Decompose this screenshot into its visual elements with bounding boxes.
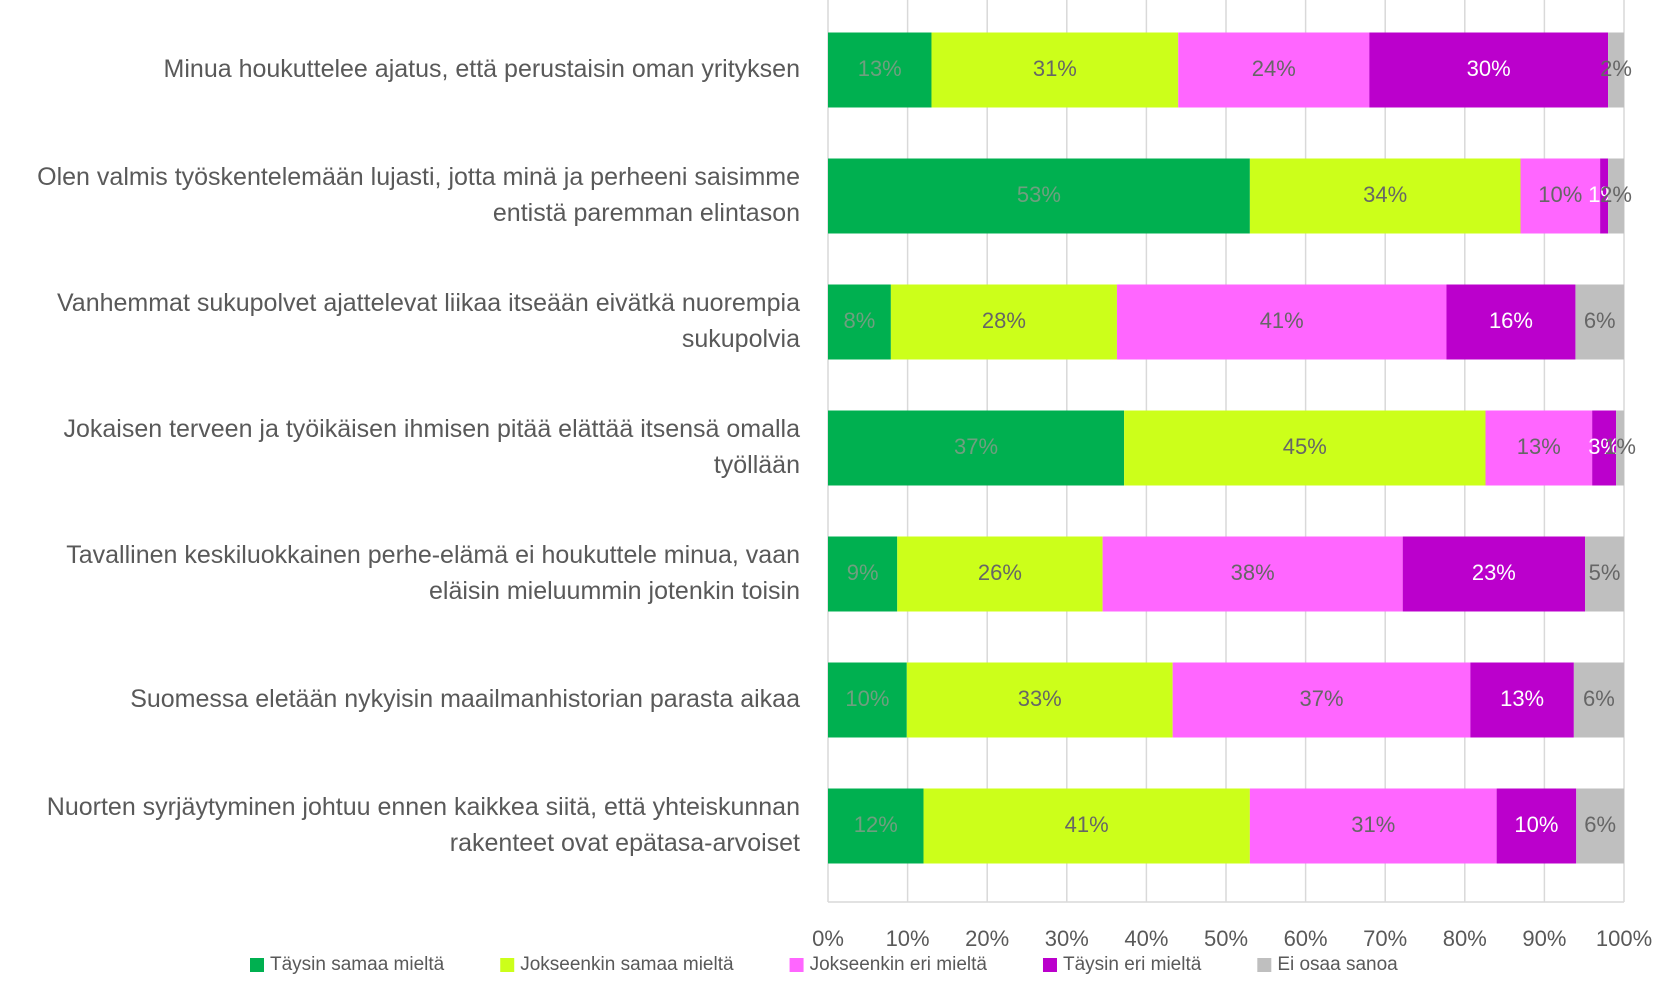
legend-label: Täysin samaa mieltä [270,954,445,975]
bar-segment [828,32,932,108]
data-label: 9% [847,560,879,585]
x-tick-label: 0% [812,926,844,951]
legend-swatch [500,958,515,972]
bar-segment [1575,284,1624,360]
bar-segment [1576,788,1624,864]
data-label: 45% [1283,434,1327,459]
data-label: 37% [1299,686,1343,711]
data-label: 6% [1584,812,1616,837]
legend-swatch [1042,958,1057,972]
legend-swatch [1257,958,1272,972]
bar-segment [897,536,1103,612]
x-tick-label: 50% [1204,926,1248,951]
data-label: 16% [1489,308,1533,333]
data-label: 10% [1514,812,1558,837]
data-label: 1% [1604,434,1636,459]
x-tick-label: 10% [886,926,930,951]
bar-segment [931,32,1179,108]
legend-swatch [250,958,264,972]
data-label: 10% [845,686,889,711]
bar-segment [1608,158,1624,234]
bar-segment [828,536,898,612]
data-label: 31% [1033,56,1077,81]
data-label: 38% [1231,560,1275,585]
bar-segment [1600,158,1609,234]
data-label: 30% [1467,56,1511,81]
data-label: 6% [1583,686,1615,711]
bar-segment [1102,536,1403,612]
bar-segment [1178,32,1370,108]
bar-segment [1616,410,1624,486]
data-label: 2% [1600,56,1632,81]
data-label: 3% [1588,434,1620,459]
data-label: 41% [1065,812,1109,837]
legend-swatch [789,958,804,972]
data-label: 33% [1018,686,1062,711]
category-label: Minua houkuttelee ajatus, että perustais… [164,55,800,83]
bar-segment [890,284,1117,360]
data-label: 31% [1351,812,1395,837]
category-label: Nuorten syrjäytyminen johtuu ennen kaikk… [47,793,800,857]
bar-segment [1402,536,1585,612]
bar-segment [1573,662,1624,738]
bar-segment [1124,410,1486,486]
data-label: 8% [844,308,876,333]
bar-segment [828,410,1125,486]
bar-segment [1446,284,1576,360]
data-label: 34% [1363,182,1407,207]
x-tick-label: 100% [1596,926,1652,951]
bar-segment [828,284,891,360]
data-label: 23% [1472,560,1516,585]
data-label: 6% [1584,308,1616,333]
legend-label: Täysin eri mieltä [1063,954,1202,975]
bar-segment [1584,536,1624,612]
category-label: Tavallinen keskiluokkainen perhe-elämä e… [66,541,800,605]
category-label: Suomessa eletään nykyisin maailmanhistor… [130,685,800,713]
bar-segment [1485,410,1593,486]
data-label: 13% [1500,686,1544,711]
data-label: 26% [978,560,1022,585]
data-label: 28% [982,308,1026,333]
x-tick-label: 70% [1363,926,1407,951]
bar-segment [1470,662,1574,738]
bar-segment [828,662,907,738]
bar-segment [906,662,1173,738]
data-label: 13% [858,56,902,81]
bar-segment [923,788,1250,864]
bar-segment [1369,32,1609,108]
x-tick-label: 60% [1284,926,1328,951]
data-label: 5% [1589,560,1621,585]
data-label: 24% [1252,56,1296,81]
legend-label: Jokseenkin eri mieltä [810,954,988,975]
category-label: Olen valmis työskentelemään lujasti, jot… [37,163,800,227]
data-label: 2% [1600,182,1632,207]
bar-segment [1172,662,1471,738]
x-tick-label: 20% [965,926,1009,951]
x-tick-label: 80% [1443,926,1487,951]
data-label: 37% [954,434,998,459]
bar-segment [1608,32,1624,108]
bar-segment [828,158,1250,234]
data-label: 13% [1517,434,1561,459]
bar-segment [1496,788,1577,864]
category-label: Vanhemmat sukupolvet ajattelevat liikaa … [57,289,800,353]
bar-segment [828,788,924,864]
legend-label: Jokseenkin samaa mieltä [520,954,734,975]
bar-segment [1520,158,1601,234]
legend-label: Ei osaa sanoa [1277,954,1398,975]
data-label: 12% [854,812,898,837]
bar-segment [1592,410,1617,486]
bar-segment [1249,158,1521,234]
data-label: 10% [1538,182,1582,207]
x-tick-label: 90% [1522,926,1566,951]
x-tick-label: 30% [1045,926,1089,951]
bar-segment [1249,788,1497,864]
bar-segment [1116,284,1447,360]
category-label: Jokaisen terveen ja työikäisen ihmisen p… [63,415,800,479]
data-label: 41% [1260,308,1304,333]
data-label: 53% [1017,182,1061,207]
x-tick-label: 40% [1124,926,1168,951]
